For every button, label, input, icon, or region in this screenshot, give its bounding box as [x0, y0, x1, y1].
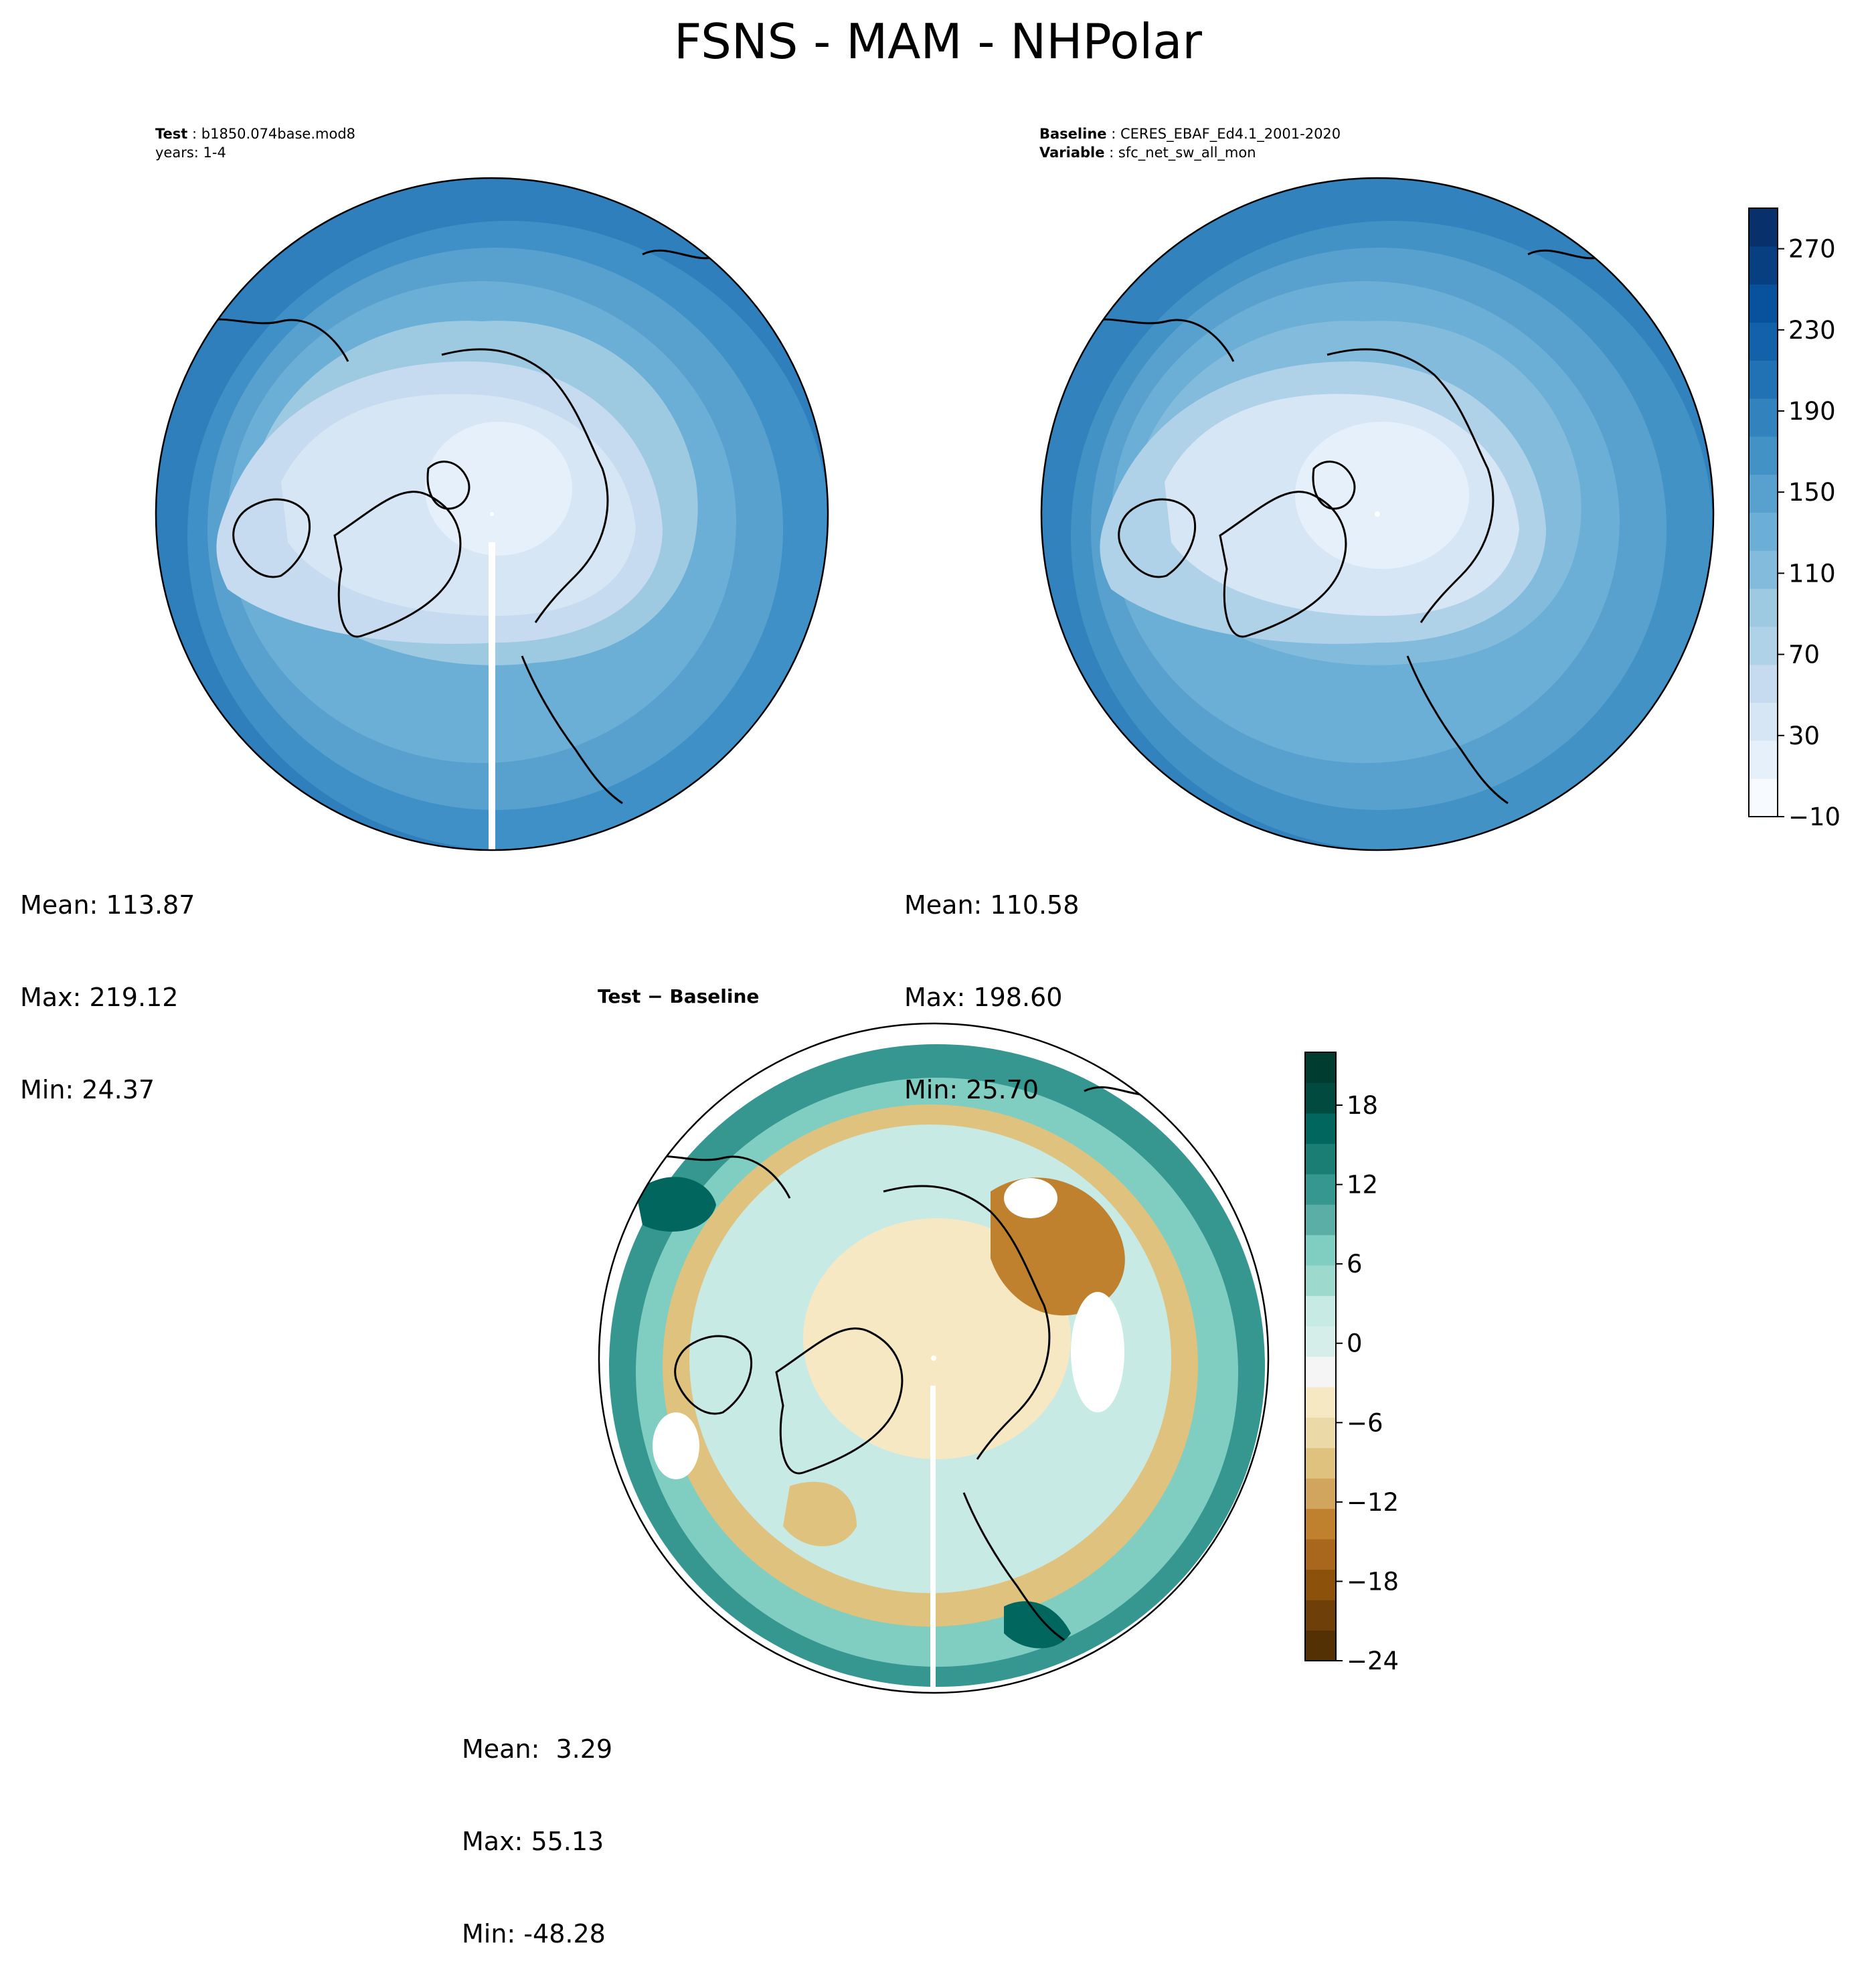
- diff-colorbar-swatch: [1305, 1630, 1336, 1661]
- baseline-header: Baseline : CERES_EBAF_Ed4.1_2001-2020 Va…: [1039, 126, 1341, 161]
- test-map-border: [155, 177, 829, 851]
- diff-colorbar-swatch: [1305, 1417, 1336, 1449]
- main-colorbar-swatch: [1749, 360, 1778, 399]
- main-colorbar-frame: [1748, 208, 1778, 817]
- main-colorbar-swatch: [1749, 322, 1778, 361]
- baseline-max: Max: 198.60: [904, 983, 1063, 1012]
- main-colorbar-swatch: [1749, 398, 1778, 437]
- main-colorbar-tick-label: −10: [1788, 803, 1841, 831]
- main-colorbar-tick-label: 230: [1788, 316, 1836, 345]
- diff-min: Min: -48.28: [462, 1919, 606, 1949]
- main-colorbar-swatch: [1749, 550, 1778, 589]
- diff-colorbar-swatch: [1305, 1234, 1336, 1266]
- diff-colorbar-swatch: [1305, 1386, 1336, 1418]
- test-field: [156, 178, 828, 850]
- diff-field: [599, 1023, 1268, 1693]
- main-colorbar: −10 30 70 110 150 190 230 270: [1748, 208, 1841, 831]
- diff-colorbar-swatch: [1305, 1265, 1336, 1297]
- diff-colorbar-swatch: [1305, 1600, 1336, 1631]
- diff-map-border: [598, 1022, 1270, 1694]
- diff-colorbar-tick-label: −18: [1347, 1567, 1399, 1596]
- main-colorbar-swatch: [1749, 588, 1778, 627]
- diff-mean: Mean: 3.29: [462, 1734, 613, 1764]
- diff-colorbar-swatch: [1305, 1356, 1336, 1388]
- diff-colorbar-tick-label: 12: [1347, 1171, 1378, 1200]
- main-colorbar-swatch: [1749, 246, 1778, 285]
- baseline-mean: Mean: 110.58: [904, 890, 1080, 920]
- diff-colorbar-frame: [1304, 1052, 1337, 1661]
- variable-name: sfc_net_sw_all_mon: [1118, 145, 1256, 161]
- test-stats: Mean: 113.87 Max: 219.12 Min: 24.37: [20, 828, 195, 1136]
- baseline-label: Baseline: [1039, 126, 1107, 142]
- test-mean: Mean: 113.87: [20, 890, 195, 920]
- test-min: Min: 24.37: [20, 1075, 155, 1104]
- main-colorbar-swatch: [1749, 664, 1778, 704]
- test-map: [155, 177, 829, 851]
- main-colorbar-swatch: [1749, 436, 1778, 475]
- diff-colorbar-tick-label: −24: [1347, 1647, 1399, 1675]
- baseline-map: [1040, 177, 1715, 851]
- diff-colorbar-tick-label: −6: [1347, 1408, 1383, 1437]
- diff-colorbar: −24 −18 −12 −6 0 6 12 18: [1304, 1052, 1399, 1675]
- main-colorbar-swatch: [1749, 702, 1778, 741]
- diff-colorbar-swatch: [1305, 1143, 1336, 1175]
- main-colorbar-swatch: [1749, 284, 1778, 323]
- diff-colorbar-tick-label: −12: [1347, 1488, 1399, 1517]
- diff-colorbar-swatch: [1305, 1052, 1336, 1083]
- main-colorbar-swatch: [1749, 512, 1778, 551]
- diff-colorbar-swatch: [1305, 1082, 1336, 1114]
- main-colorbar-swatch: [1749, 208, 1778, 247]
- main-colorbar-swatch: [1749, 626, 1778, 665]
- diff-colorbar-swatch: [1305, 1569, 1336, 1600]
- diff-colorbar-swatch: [1305, 1295, 1336, 1327]
- main-colorbar-tick-label: 110: [1788, 559, 1836, 588]
- test-max: Max: 219.12: [20, 983, 179, 1012]
- test-label: Test: [155, 126, 188, 142]
- diff-colorbar-swatch: [1305, 1539, 1336, 1570]
- diff-colorbar-tick-label: 6: [1347, 1250, 1363, 1278]
- baseline-map-border: [1040, 177, 1715, 851]
- main-colorbar-tick-label: 30: [1788, 722, 1820, 750]
- variable-label: Variable: [1039, 145, 1105, 161]
- baseline-coastlines: [1086, 249, 1609, 805]
- test-header: Test : b1850.074base.mod8 years: 1-4: [155, 126, 356, 161]
- main-colorbar-tick-label: 190: [1788, 397, 1836, 426]
- main-colorbar-swatch: [1749, 740, 1778, 779]
- diff-colorbar-tick-label: 0: [1347, 1329, 1363, 1358]
- baseline-stats: Mean: 110.58 Max: 198.60 Min: 25.70: [904, 828, 1079, 1136]
- diff-map: [598, 1022, 1270, 1694]
- baseline-field: [1041, 178, 1713, 850]
- diff-header: Test − Baseline: [598, 985, 760, 1007]
- main-colorbar-tick-label: 70: [1788, 641, 1820, 669]
- main-colorbar-tick-label: 270: [1788, 235, 1836, 264]
- diff-max: Max: 55.13: [462, 1827, 604, 1856]
- test-case-name: b1850.074base.mod8: [201, 126, 356, 142]
- page-title: FSNS - MAM - NHPolar: [673, 13, 1203, 70]
- diff-colorbar-swatch: [1305, 1204, 1336, 1236]
- figure-canvas: −10 30 70 110 150 190 230 270: [155, 177, 1841, 1694]
- test-years: years: 1-4: [155, 145, 226, 161]
- baseline-case-name: CERES_EBAF_Ed4.1_2001-2020: [1120, 126, 1341, 142]
- main-colorbar-swatch: [1749, 474, 1778, 513]
- diff-colorbar-tick-label: 18: [1347, 1091, 1378, 1120]
- diff-stats: Mean: 3.29 Max: 55.13 Min: -48.28: [462, 1672, 612, 1980]
- diff-colorbar-swatch: [1305, 1173, 1336, 1205]
- main-colorbar-tick-label: 150: [1788, 478, 1836, 507]
- diff-colorbar-swatch: [1305, 1508, 1336, 1540]
- diff-colorbar-swatch: [1305, 1478, 1336, 1509]
- baseline-min: Min: 25.70: [904, 1075, 1039, 1104]
- diff-colorbar-swatch: [1305, 1326, 1336, 1357]
- diff-colorbar-swatch: [1305, 1447, 1336, 1479]
- main-colorbar-swatch: [1749, 778, 1778, 817]
- diff-colorbar-swatch: [1305, 1112, 1336, 1144]
